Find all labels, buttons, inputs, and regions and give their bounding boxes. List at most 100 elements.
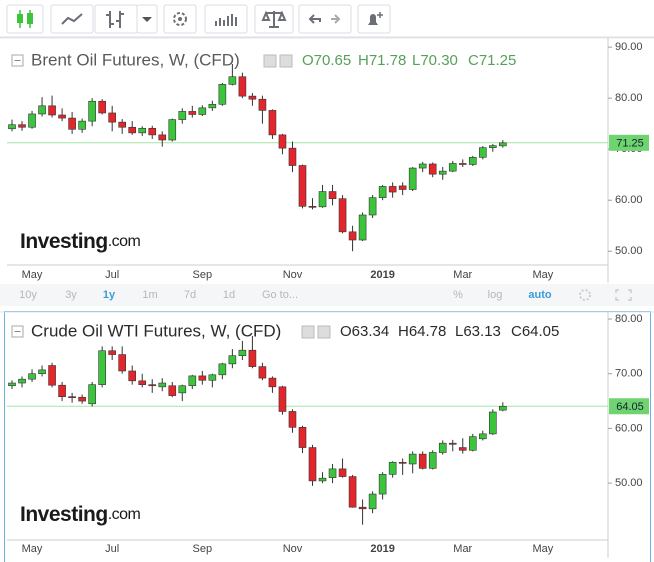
x-tick-label: Sep xyxy=(193,543,213,555)
candle-body xyxy=(8,124,16,130)
candle-body xyxy=(478,147,487,158)
candle-body xyxy=(388,186,397,193)
range-button[interactable]: auto xyxy=(528,289,552,301)
alert-button[interactable] xyxy=(357,4,391,34)
candle-body xyxy=(58,114,66,119)
candle-body xyxy=(248,349,257,367)
bar-type-button[interactable] xyxy=(94,4,138,34)
range-button[interactable]: 1m xyxy=(142,289,157,301)
candle-body xyxy=(88,384,96,405)
range-button[interactable]: 1y xyxy=(103,289,116,301)
candle-body xyxy=(108,350,116,355)
last-price-label: 71.25 xyxy=(616,138,644,150)
candle-body xyxy=(78,120,86,130)
candle-body xyxy=(489,145,497,148)
ohlc-legend: O63.34 xyxy=(340,323,389,340)
candle-body xyxy=(408,167,417,190)
candle-body xyxy=(278,386,287,412)
undo-redo-buttons[interactable] xyxy=(298,4,352,34)
watermark: Investing.com xyxy=(20,230,141,253)
range-button[interactable]: 10y xyxy=(19,289,37,301)
x-tick-label: Sep xyxy=(193,269,213,281)
candle-body xyxy=(268,110,277,136)
candle-body xyxy=(348,231,357,241)
candle-body xyxy=(28,113,36,128)
x-tick-label: Mar xyxy=(453,543,472,555)
range-settings-icon[interactable] xyxy=(579,289,591,301)
range-button[interactable]: 3y xyxy=(65,289,77,301)
candle-body xyxy=(478,433,487,440)
candle-body xyxy=(138,127,147,134)
ohlc-legend: C64.05 xyxy=(511,323,559,340)
last-price-box xyxy=(609,398,649,415)
chart-title: Brent Oil Futures, W, (CFD) xyxy=(31,50,240,69)
y-tick-label: 60.00 xyxy=(615,422,643,434)
line-chart-button[interactable] xyxy=(50,4,94,34)
candle-body xyxy=(98,350,106,385)
range-bar xyxy=(0,284,654,306)
y-tick-label: 60.00 xyxy=(615,194,643,206)
candle-body xyxy=(118,354,126,372)
candle-body xyxy=(358,506,367,510)
candle-body xyxy=(198,375,207,381)
candle-body xyxy=(198,107,207,115)
candle-body xyxy=(378,474,387,495)
candle-body xyxy=(88,100,96,122)
candle-body xyxy=(18,378,26,384)
x-tick-label: Nov xyxy=(283,543,303,555)
x-tick-label: 2019 xyxy=(370,269,394,281)
candle-body xyxy=(118,121,126,128)
y-tick-label: 80.00 xyxy=(615,313,643,325)
ohlc-legend: L70.30 xyxy=(412,52,458,69)
candle-body xyxy=(499,405,507,411)
x-tick-label: May xyxy=(533,543,554,555)
watermark-domain: .com xyxy=(108,233,141,250)
watermark-brand: Investing xyxy=(20,503,108,526)
last-price-label: 64.05 xyxy=(616,401,644,413)
range-button[interactable]: Go to... xyxy=(262,289,298,301)
candle-body xyxy=(438,442,447,453)
candle-body xyxy=(258,98,267,111)
candle-body xyxy=(128,126,137,134)
candle-body xyxy=(168,385,177,396)
watermark-domain: .com xyxy=(108,506,141,523)
range-button[interactable]: % xyxy=(453,289,463,301)
candle-body xyxy=(48,365,56,386)
range-button[interactable]: log xyxy=(488,289,503,301)
fullscreen-icon[interactable] xyxy=(615,289,632,301)
candle-body xyxy=(318,477,327,482)
range-button[interactable]: 7d xyxy=(184,289,196,301)
candle-body xyxy=(458,447,467,451)
y-tick-label: 50.00 xyxy=(615,477,643,489)
candle-body xyxy=(428,452,437,469)
candle-body xyxy=(38,369,46,375)
range-button[interactable]: 1d xyxy=(223,289,235,301)
candle-body xyxy=(428,163,437,175)
candle-body xyxy=(278,134,287,149)
candle-body xyxy=(338,198,347,233)
candle-body xyxy=(8,382,16,387)
candle-type-button[interactable] xyxy=(6,4,44,34)
x-tick-label: 2019 xyxy=(370,543,394,555)
candle-body xyxy=(228,355,237,365)
candle-body xyxy=(318,191,327,208)
candle-body xyxy=(158,134,167,141)
chart-type-dropdown[interactable] xyxy=(136,4,158,34)
candle-body xyxy=(298,427,307,448)
last-price-box xyxy=(609,134,649,151)
candle-body xyxy=(489,411,497,435)
compare-button[interactable] xyxy=(254,4,294,34)
ohlc-legend: C71.25 xyxy=(468,52,516,69)
settings-button[interactable] xyxy=(163,4,197,34)
indicators-button[interactable] xyxy=(204,4,248,34)
candle-body xyxy=(228,76,237,85)
x-tick-label: Jul xyxy=(105,543,119,555)
candle-body xyxy=(68,396,76,398)
candle-body xyxy=(328,468,337,478)
candle-body xyxy=(188,111,197,115)
candle-body xyxy=(418,453,427,469)
candle-body xyxy=(338,468,347,477)
candle-body xyxy=(398,185,407,190)
candle-body xyxy=(138,380,147,385)
